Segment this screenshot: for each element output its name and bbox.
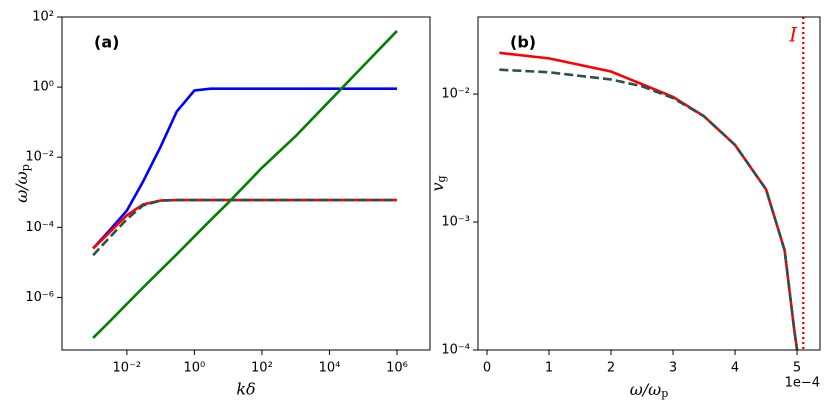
x-tick-label: 10⁶ [386, 361, 408, 376]
y-tick-label: 10⁻³ [441, 215, 470, 230]
y-tick-label: 10⁻² [441, 87, 470, 102]
series-line [92, 87, 397, 250]
x-tick-label: 10⁰ [184, 361, 206, 376]
x-tick-label: 10⁴ [319, 361, 341, 376]
axis-label: ω/ωp [12, 164, 33, 203]
y-tick-label: 10⁻⁴ [25, 220, 54, 235]
series-line [499, 68, 799, 350]
y-tick-label: 10² [32, 10, 54, 25]
x-offset-label: 1e−4 [785, 376, 820, 391]
vertical-line-label: I [788, 23, 798, 47]
panel-title: (b) [510, 33, 536, 52]
series-line [499, 51, 799, 350]
axis-label: ω/ωp [630, 380, 669, 401]
panel-title: (a) [94, 33, 119, 52]
series-line [92, 30, 398, 339]
axis-label-main: ω/ω [630, 380, 661, 399]
x-tick-label: 5 [793, 361, 801, 376]
axis-label-main: ω/ω [12, 171, 31, 202]
x-tick-label: 3 [669, 361, 677, 376]
axes-frame [477, 16, 821, 351]
axis-label: vg [428, 175, 449, 191]
y-tick-label: 10⁻⁶ [25, 290, 54, 305]
axis-label: kδ [236, 380, 255, 399]
x-tick-label: 1 [545, 361, 553, 376]
axis-label-main: v [428, 183, 447, 192]
x-tick-label: 10⁻² [113, 361, 142, 376]
series-line [92, 198, 397, 250]
series-line [92, 198, 397, 257]
axis-label-sub: p [19, 164, 32, 171]
axis-label-sub: p [661, 387, 668, 400]
x-tick-label: 10² [251, 361, 273, 376]
x-tick-label: 4 [731, 361, 739, 376]
x-tick-label: 2 [607, 361, 615, 376]
y-tick-label: 10⁰ [32, 80, 54, 95]
y-tick-label: 10⁻⁴ [441, 343, 470, 358]
axes-frame [61, 16, 431, 351]
axis-label-sub: g [435, 175, 448, 182]
y-tick-label: 10⁻² [25, 150, 54, 165]
x-tick-label: 0 [483, 361, 491, 376]
